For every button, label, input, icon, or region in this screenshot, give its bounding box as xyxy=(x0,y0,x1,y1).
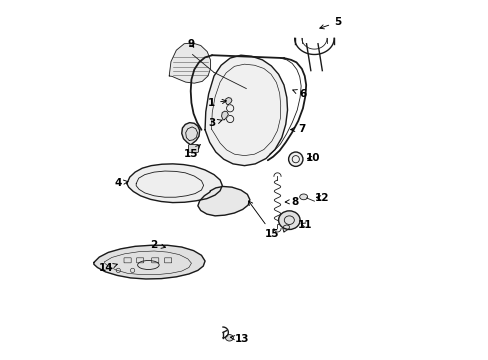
Ellipse shape xyxy=(225,334,233,341)
Polygon shape xyxy=(198,186,249,216)
Polygon shape xyxy=(126,164,222,203)
Text: 7: 7 xyxy=(290,124,305,134)
Polygon shape xyxy=(94,245,204,279)
Polygon shape xyxy=(204,55,287,166)
Text: 6: 6 xyxy=(292,89,305,99)
Polygon shape xyxy=(282,225,289,232)
Polygon shape xyxy=(221,111,228,120)
Text: 15: 15 xyxy=(183,144,200,159)
Polygon shape xyxy=(225,98,231,105)
Text: 14: 14 xyxy=(99,263,117,273)
Text: 10: 10 xyxy=(305,153,320,163)
Text: 3: 3 xyxy=(208,118,222,128)
Text: 4: 4 xyxy=(114,178,128,188)
Polygon shape xyxy=(182,123,199,145)
Circle shape xyxy=(288,152,303,166)
Text: 13: 13 xyxy=(230,333,248,343)
Text: 1: 1 xyxy=(207,98,226,108)
Text: 2: 2 xyxy=(150,239,165,249)
Text: 11: 11 xyxy=(297,220,311,230)
Text: 15: 15 xyxy=(248,201,279,239)
Text: 9: 9 xyxy=(187,39,195,49)
Text: 8: 8 xyxy=(285,197,299,207)
Text: 5: 5 xyxy=(319,17,341,29)
FancyBboxPatch shape xyxy=(188,144,198,152)
Ellipse shape xyxy=(299,194,307,200)
Polygon shape xyxy=(169,43,210,83)
Text: 12: 12 xyxy=(314,193,328,203)
Ellipse shape xyxy=(278,211,300,229)
